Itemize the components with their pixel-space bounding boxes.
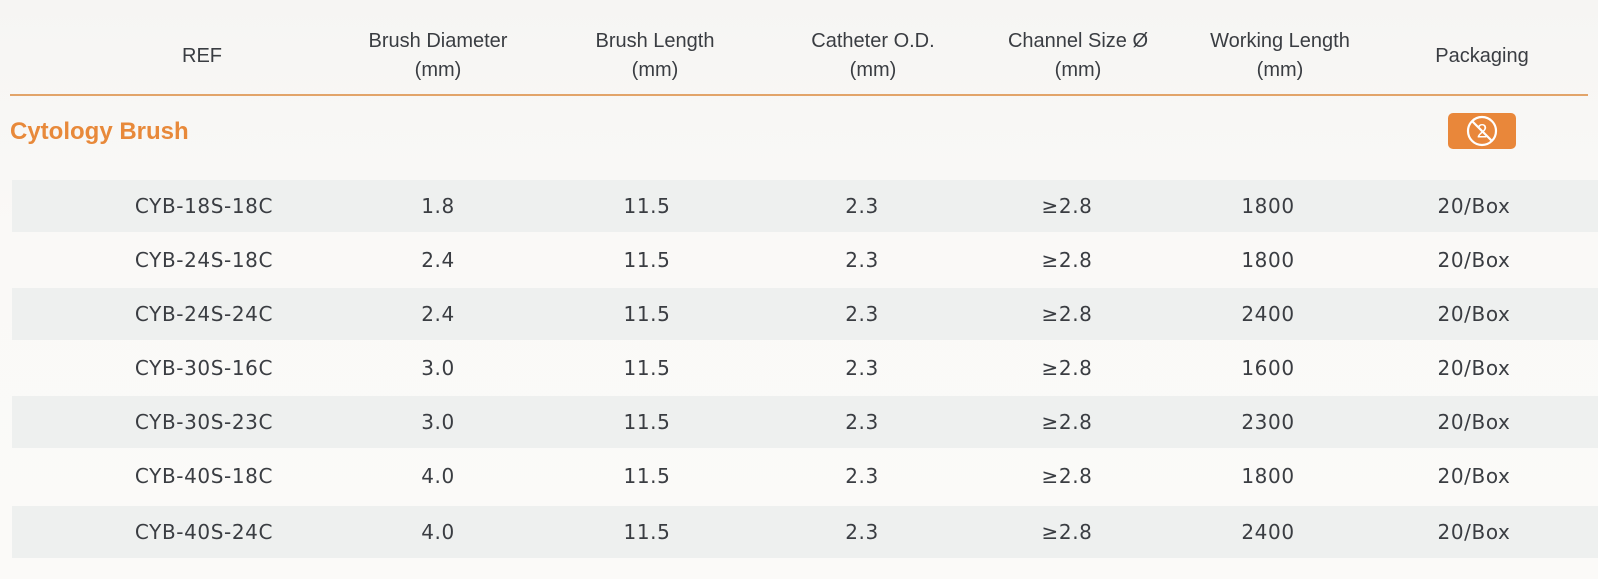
ref-cell: CYB-30S-16C [134,356,274,380]
do-not-reuse-icon: 2 [1466,115,1498,147]
packaging-cell: 20/Box [1437,464,1511,488]
channel-size-cell: ≥2.8 [1041,248,1093,272]
catheter-od-cell: 2.3 [845,356,879,380]
working-length-cell: 2300 [1241,410,1295,434]
brush-diameter-cell: 4.0 [421,520,455,544]
section-title: Cytology Brush [10,118,189,145]
brush-diameter-cell: 3.0 [421,410,455,434]
brush-length-cell: 11.5 [623,356,671,380]
packaging-badge: 2 [1448,113,1516,149]
working-length-cell: 2400 [1241,520,1295,544]
brush-length-cell: 11.5 [623,520,671,544]
brush-diameter-cell: 3.0 [421,356,455,380]
catheter-od-cell: 2.3 [845,248,879,272]
ref-cell: CYB-24S-24C [134,302,274,326]
ref-cell: CYB-40S-18C [134,464,274,488]
working-length-cell: 2400 [1241,302,1295,326]
channel-size-cell: ≥2.8 [1041,356,1093,380]
ref-cell: CYB-30S-23C [134,410,274,434]
brush-length-cell: 11.5 [623,464,671,488]
working-length-cell: 1800 [1241,194,1295,218]
header-ref: REF [182,44,222,67]
table-row: CYB-40S-24C 4.0 11.5 2.3 ≥2.8 2400 20/Box [12,506,1598,558]
channel-size-cell: ≥2.8 [1041,410,1093,434]
ref-cell: CYB-40S-24C [134,520,274,544]
packaging-cell: 20/Box [1437,302,1511,326]
catheter-od-cell: 2.3 [845,194,879,218]
header-catheter-od: Catheter O.D. (mm) [811,30,935,81]
catheter-od-cell: 2.3 [845,302,879,326]
catheter-od-cell: 2.3 [845,520,879,544]
header-divider [10,94,1588,96]
channel-size-cell: ≥2.8 [1041,302,1093,326]
table-row: CYB-30S-23C 3.0 11.5 2.3 ≥2.8 2300 20/Box [12,396,1598,448]
working-length-cell: 1800 [1241,248,1295,272]
header-packaging: Packaging [1435,44,1529,67]
packaging-cell: 20/Box [1437,356,1511,380]
table-header: REF Brush Diameter (mm) Brush Length (mm… [10,18,1598,94]
brush-length-cell: 11.5 [623,194,671,218]
working-length-cell: 1600 [1241,356,1295,380]
channel-size-cell: ≥2.8 [1041,520,1093,544]
packaging-cell: 20/Box [1437,520,1511,544]
working-length-cell: 1800 [1241,464,1295,488]
brush-length-cell: 11.5 [623,302,671,326]
packaging-cell: 20/Box [1437,248,1511,272]
table-row: CYB-18S-18C 1.8 11.5 2.3 ≥2.8 1800 20/Box [12,180,1598,232]
table-row: CYB-24S-24C 2.4 11.5 2.3 ≥2.8 2400 20/Box [12,288,1598,340]
table-row: CYB-40S-18C 4.0 11.5 2.3 ≥2.8 1800 20/Box [12,450,1598,502]
brush-length-cell: 11.5 [623,248,671,272]
channel-size-cell: ≥2.8 [1041,464,1093,488]
header-brush-diameter: Brush Diameter (mm) [368,30,508,81]
ref-cell: CYB-18S-18C [134,194,274,218]
table-row: CYB-24S-18C 2.4 11.5 2.3 ≥2.8 1800 20/Box [12,234,1598,286]
packaging-cell: 20/Box [1437,410,1511,434]
ref-cell: CYB-24S-18C [134,248,274,272]
brush-diameter-cell: 4.0 [421,464,455,488]
brush-diameter-cell: 2.4 [421,302,455,326]
brush-length-cell: 11.5 [623,410,671,434]
brush-diameter-cell: 1.8 [421,194,455,218]
header-channel-size: Channel Size Ø (mm) [1007,30,1149,81]
header-working-length: Working Length (mm) [1210,30,1350,81]
brush-diameter-cell: 2.4 [421,248,455,272]
catheter-od-cell: 2.3 [845,410,879,434]
channel-size-cell: ≥2.8 [1041,194,1093,218]
catheter-od-cell: 2.3 [845,464,879,488]
packaging-cell: 20/Box [1437,194,1511,218]
table-row: CYB-30S-16C 3.0 11.5 2.3 ≥2.8 1600 20/Box [12,342,1598,394]
header-brush-length: Brush Length (mm) [595,30,715,81]
product-spec-table: REF Brush Diameter (mm) Brush Length (mm… [10,0,1598,579]
